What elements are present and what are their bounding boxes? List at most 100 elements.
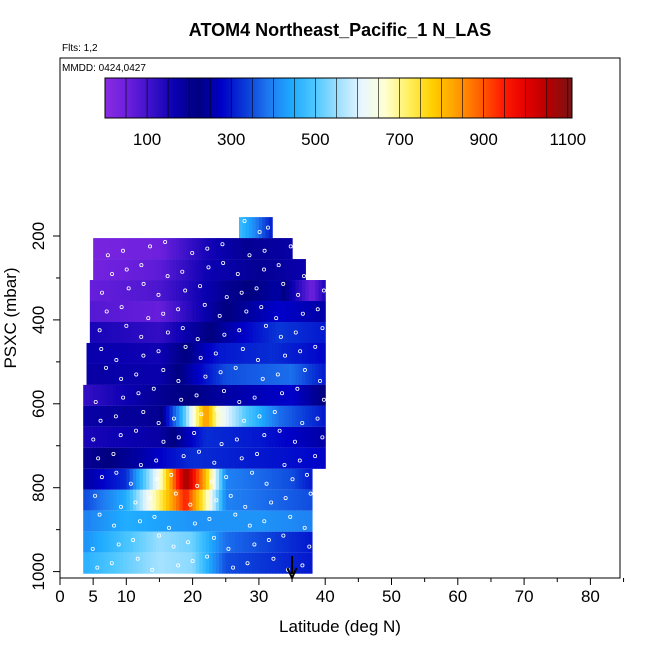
heatmap-cell bbox=[298, 405, 303, 427]
heatmap-cell bbox=[222, 363, 227, 385]
heatmap-cell bbox=[242, 363, 247, 385]
heatmap-cell bbox=[89, 280, 94, 302]
heatmap-cell bbox=[278, 280, 283, 302]
heatmap-cell bbox=[239, 321, 243, 343]
heatmap-cell bbox=[109, 552, 114, 574]
heatmap-cell bbox=[275, 259, 280, 281]
heatmap-cell bbox=[288, 342, 293, 364]
heatmap-cell bbox=[159, 405, 164, 427]
heatmap-cell bbox=[311, 447, 316, 469]
sample-point bbox=[278, 334, 283, 339]
heatmap-cell bbox=[99, 426, 104, 448]
sample-point bbox=[180, 269, 185, 274]
heatmap-cell bbox=[275, 447, 280, 469]
heatmap-cell bbox=[248, 426, 253, 448]
sample-point bbox=[302, 368, 307, 373]
heatmap-cell bbox=[96, 531, 101, 553]
heatmap-cell bbox=[182, 468, 187, 490]
heatmap-cell bbox=[192, 259, 197, 281]
heatmap-cell bbox=[129, 280, 134, 302]
sample-point bbox=[262, 519, 267, 524]
heatmap-cell bbox=[152, 384, 157, 406]
heatmap-cell bbox=[308, 384, 313, 406]
heatmap-cell bbox=[229, 280, 233, 302]
heatmap-cell bbox=[176, 321, 180, 343]
heatmap-cell bbox=[106, 238, 111, 260]
heatmap-cell bbox=[318, 280, 323, 302]
heatmap-cell bbox=[302, 552, 306, 574]
sample-point bbox=[95, 565, 100, 570]
sample-point bbox=[266, 538, 271, 543]
heatmap-cell bbox=[113, 468, 117, 490]
heatmap-cell bbox=[162, 405, 167, 427]
heatmap-cell bbox=[195, 489, 200, 511]
heatmap-cell bbox=[209, 426, 214, 448]
heatmap-cell bbox=[292, 489, 296, 511]
heatmap-cell bbox=[248, 363, 253, 385]
heatmap-cell bbox=[302, 280, 306, 302]
heatmap-cell bbox=[285, 238, 290, 260]
heatmap-cell bbox=[311, 426, 316, 448]
heatmap-cell bbox=[179, 280, 184, 302]
heatmap-cell bbox=[152, 301, 157, 323]
heatmap-cell bbox=[142, 468, 147, 490]
heatmap-cell bbox=[252, 510, 257, 532]
heatmap-cell bbox=[205, 489, 210, 511]
heatmap-cell bbox=[119, 447, 124, 469]
heatmap-cell bbox=[129, 468, 134, 490]
latitude-marker bbox=[286, 556, 298, 581]
heatmap-cell bbox=[149, 405, 154, 427]
heatmap-cell bbox=[242, 321, 247, 343]
heatmap-cell bbox=[239, 259, 243, 281]
heatmap-cell bbox=[282, 280, 287, 302]
heatmap-cell bbox=[258, 280, 263, 302]
heatmap-cell bbox=[159, 447, 164, 469]
sample-point bbox=[260, 376, 265, 381]
heatmap-cell bbox=[109, 531, 114, 553]
heatmap-cell bbox=[162, 321, 167, 343]
heatmap-cell bbox=[162, 384, 167, 406]
heatmap-cell bbox=[202, 280, 207, 302]
heatmap-cell bbox=[278, 384, 283, 406]
sample-point bbox=[194, 393, 199, 398]
heatmap-cell bbox=[122, 405, 127, 427]
heatmap-cell bbox=[265, 531, 270, 553]
heatmap-cell bbox=[265, 510, 270, 532]
heatmap-cell bbox=[292, 405, 296, 427]
sample-point bbox=[217, 313, 222, 318]
heatmap-cell bbox=[212, 552, 217, 574]
heatmap-cell bbox=[212, 468, 217, 490]
heatmap-cell bbox=[172, 468, 177, 490]
heatmap-cell bbox=[255, 384, 260, 406]
heatmap-cell bbox=[219, 384, 224, 406]
heatmap-cell bbox=[139, 384, 144, 406]
x-tick-label: 10 bbox=[117, 587, 136, 606]
sample-point bbox=[91, 437, 96, 442]
heatmap-cell bbox=[103, 342, 108, 364]
heatmap-cell bbox=[99, 238, 104, 260]
heatmap-cell bbox=[205, 342, 210, 364]
heatmap-cell bbox=[122, 426, 127, 448]
heatmap-cell bbox=[176, 259, 180, 281]
sample-point bbox=[242, 418, 247, 423]
heatmap-cell bbox=[172, 552, 177, 574]
heatmap-cell bbox=[93, 531, 98, 553]
heatmap-cell bbox=[265, 301, 270, 323]
heatmap-cell bbox=[295, 489, 300, 511]
heatmap-cell bbox=[179, 489, 184, 511]
heatmap-cell bbox=[166, 363, 170, 385]
sample-point bbox=[206, 265, 211, 270]
heatmap-cell bbox=[265, 321, 270, 343]
heatmap-cell bbox=[298, 342, 303, 364]
heatmap-cell bbox=[232, 405, 237, 427]
heatmap-cell bbox=[139, 321, 144, 343]
heatmap-cell bbox=[172, 342, 177, 364]
heatmap-cell bbox=[229, 405, 233, 427]
heatmap-cell bbox=[225, 489, 230, 511]
heatmap-cell bbox=[169, 280, 174, 302]
heatmap-cell bbox=[239, 217, 243, 239]
heatmap-cell bbox=[265, 468, 270, 490]
heatmap-cell bbox=[311, 321, 316, 343]
heatmap-cell bbox=[235, 238, 240, 260]
heatmap-cell bbox=[219, 342, 224, 364]
